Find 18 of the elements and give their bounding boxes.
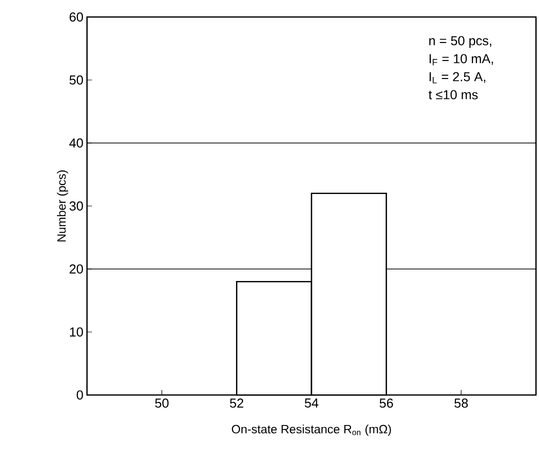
annotation: t ≤10 ms	[428, 90, 478, 100]
x-tick-label: 58	[454, 398, 468, 408]
y-tick-label: 30	[70, 201, 83, 211]
y-tick-label: 60	[70, 12, 83, 22]
annotation: I$_{F}$ = 10 mA,	[430, 54, 493, 66]
y-tick-label: 40	[69, 138, 83, 148]
x-tick-label: 54	[304, 398, 318, 408]
y-tick-label: 10	[70, 327, 83, 337]
annotation: I$_{L}$ = 2.5 A,	[430, 72, 486, 84]
x-tick-label: 56	[380, 398, 393, 408]
x-tick-label: 52	[230, 398, 244, 408]
x-axis-title: On-state Resistance R$_{on}$ (mΩ)	[232, 424, 391, 436]
y-axis-title: Number (pcs)	[56, 170, 68, 242]
x-tick-label: 50	[155, 398, 169, 408]
y-tick-label: 50	[70, 75, 83, 85]
y-tick-label: 20	[70, 264, 83, 274]
annotation: n = 50 pcs,	[429, 36, 492, 48]
y-tick-label: 0	[76, 390, 83, 400]
